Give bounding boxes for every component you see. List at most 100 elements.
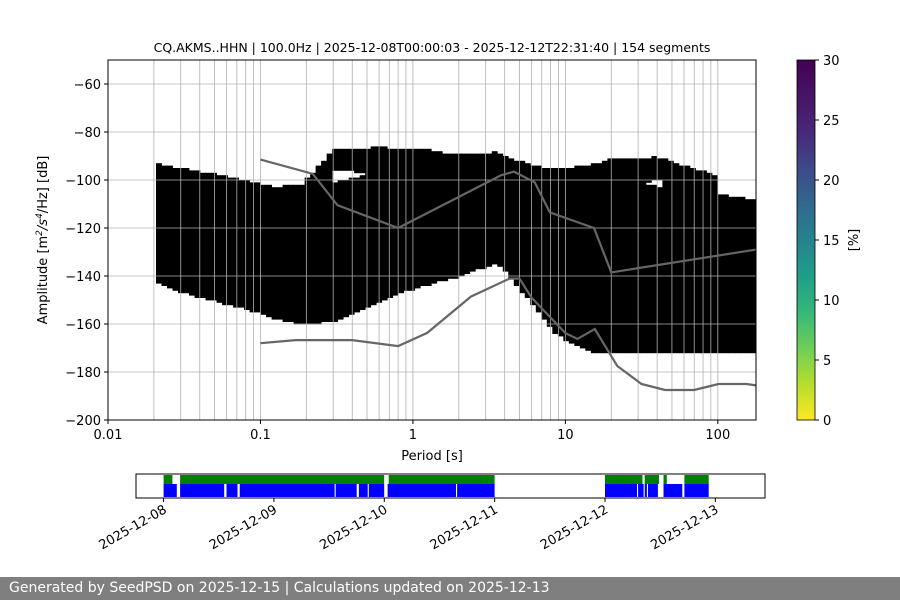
heatmap-cell [277, 261, 283, 265]
heatmap-cell [222, 266, 228, 270]
heatmap-cell [453, 165, 460, 169]
heatmap-cell [266, 271, 272, 274]
heatmap-cell [431, 175, 438, 178]
heatmap-cell [387, 168, 394, 171]
heatmap-cell [431, 230, 438, 234]
heatmap-cell [601, 309, 608, 313]
heatmap-cell [326, 218, 333, 222]
heatmap-cell [447, 273, 454, 277]
heatmap-cell [398, 247, 405, 250]
heatmap-cell [282, 249, 289, 253]
heatmap-cell [365, 199, 372, 202]
heatmap-cell [409, 237, 416, 241]
heatmap-cell [557, 213, 564, 217]
heatmap-cell [370, 276, 377, 279]
heatmap-cell [431, 256, 438, 260]
heatmap-cell [563, 242, 570, 246]
heatmap-cell [508, 266, 515, 270]
heatmap-cell [612, 259, 619, 262]
heatmap-cell [612, 273, 619, 277]
heatmap-cell [299, 242, 306, 246]
heatmap-cell [227, 216, 234, 219]
heatmap-cell [260, 201, 267, 205]
heatmap-cell [365, 261, 372, 265]
heatmap-cell [326, 319, 333, 322]
heatmap-cell [585, 187, 592, 190]
heatmap-cell [546, 225, 553, 229]
heatmap-cell [585, 264, 592, 267]
heatmap-cell [343, 300, 350, 303]
heatmap-cell [337, 268, 344, 272]
heatmap-cell [596, 199, 603, 202]
heatmap-cell [403, 280, 410, 284]
heatmap-cell [288, 244, 295, 248]
heatmap-cell [332, 211, 339, 214]
heatmap-cell [156, 187, 162, 190]
heatmap-cell [431, 261, 438, 265]
heatmap-cell [354, 240, 361, 243]
heatmap-cell [414, 168, 421, 171]
heatmap-cell [233, 276, 239, 279]
heatmap-cell [431, 228, 438, 231]
heatmap-cell [574, 268, 581, 272]
heatmap-cell [271, 237, 278, 241]
heatmap-cell [535, 249, 542, 253]
heatmap-cell [552, 324, 559, 327]
heatmap-cell [161, 230, 168, 234]
heatmap-cell [453, 163, 460, 166]
heatmap-cell [365, 285, 372, 289]
heatmap-cell [266, 218, 272, 222]
heatmap-cell [200, 259, 206, 262]
heatmap-cell [238, 237, 245, 241]
heatmap-cell [579, 247, 586, 250]
heatmap-cell [227, 220, 234, 224]
heatmap-cell [541, 230, 548, 234]
heatmap-cell [513, 240, 520, 243]
heatmap-cell [607, 252, 614, 255]
heatmap-cell [205, 259, 212, 262]
heatmap-cell [222, 254, 228, 258]
heatmap-cell [222, 276, 228, 279]
heatmap-cell [585, 288, 592, 291]
heatmap-cell [392, 273, 399, 277]
heatmap-cell [233, 228, 239, 231]
heatmap-cell [370, 153, 377, 157]
heatmap-cell [568, 194, 575, 198]
heatmap-cell [469, 153, 476, 157]
heatmap-cell [321, 211, 328, 214]
heatmap-cell [414, 273, 421, 277]
heatmap-cell [321, 292, 328, 296]
heatmap-cell [552, 230, 559, 234]
heatmap-cell [381, 292, 388, 296]
heatmap-cell [211, 208, 217, 212]
heatmap-cell [310, 314, 317, 318]
heatmap-cell [568, 252, 575, 255]
heatmap-cell [453, 235, 460, 238]
heatmap-cell [194, 213, 201, 217]
heatmap-cell [271, 213, 278, 217]
heatmap-cell [475, 235, 482, 238]
heatmap-cell [315, 314, 322, 318]
heatmap-cell [530, 189, 537, 193]
heatmap-cell [332, 314, 339, 318]
heatmap-cell [453, 199, 460, 202]
heatmap-cell [315, 232, 322, 236]
heatmap-cell [590, 350, 597, 354]
heatmap-cell [387, 254, 394, 258]
heatmap-cell [524, 259, 531, 262]
heatmap-cell [585, 273, 592, 277]
heatmap-cell [365, 276, 372, 279]
heatmap-cell [612, 345, 619, 349]
heatmap-cell [332, 259, 339, 262]
heatmap-cell [607, 235, 614, 238]
heatmap-cell [227, 213, 234, 217]
heatmap-cell [557, 228, 564, 231]
heatmap-cell [392, 223, 399, 226]
heatmap-cell [277, 223, 283, 226]
heatmap-cell [370, 146, 377, 150]
heatmap-cell [216, 273, 223, 277]
heatmap-cell [508, 252, 515, 255]
heatmap-cell [227, 230, 234, 234]
heatmap-cell [519, 252, 526, 255]
heatmap-cell [299, 232, 306, 236]
